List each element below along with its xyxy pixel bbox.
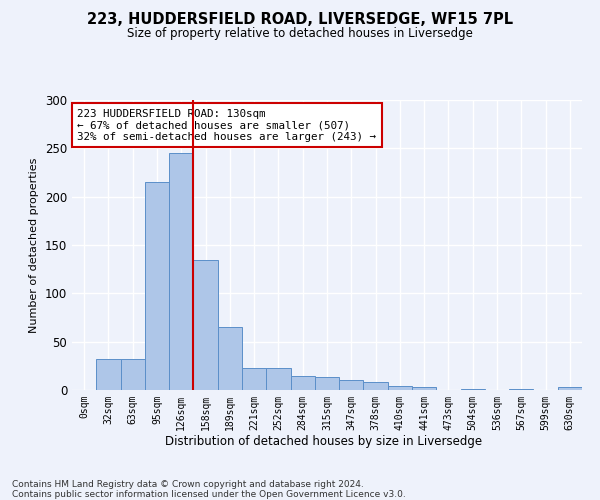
Bar (121, 359, 145, 390)
Bar (558, 387, 582, 390)
Bar (96, 359, 121, 390)
Bar (169, 153, 193, 390)
Bar (242, 368, 266, 390)
Bar (509, 389, 533, 390)
Text: 223 HUDDERSFIELD ROAD: 130sqm
← 67% of detached houses are smaller (507)
32% of : 223 HUDDERSFIELD ROAD: 130sqm ← 67% of d… (77, 108, 376, 142)
Bar (461, 389, 485, 390)
Bar (388, 386, 412, 390)
Bar (339, 380, 364, 390)
Text: Contains HM Land Registry data © Crown copyright and database right 2024.
Contai: Contains HM Land Registry data © Crown c… (12, 480, 406, 500)
Bar (412, 387, 436, 390)
Bar (364, 382, 388, 390)
Bar (145, 182, 169, 390)
Bar (218, 327, 242, 390)
Y-axis label: Number of detached properties: Number of detached properties (29, 158, 40, 332)
Text: Distribution of detached houses by size in Liversedge: Distribution of detached houses by size … (166, 435, 482, 448)
Text: 223, HUDDERSFIELD ROAD, LIVERSEDGE, WF15 7PL: 223, HUDDERSFIELD ROAD, LIVERSEDGE, WF15… (87, 12, 513, 28)
Bar (193, 260, 218, 390)
Text: Size of property relative to detached houses in Liversedge: Size of property relative to detached ho… (127, 28, 473, 40)
Bar (266, 368, 290, 390)
Bar (315, 378, 339, 390)
Bar (290, 376, 315, 390)
